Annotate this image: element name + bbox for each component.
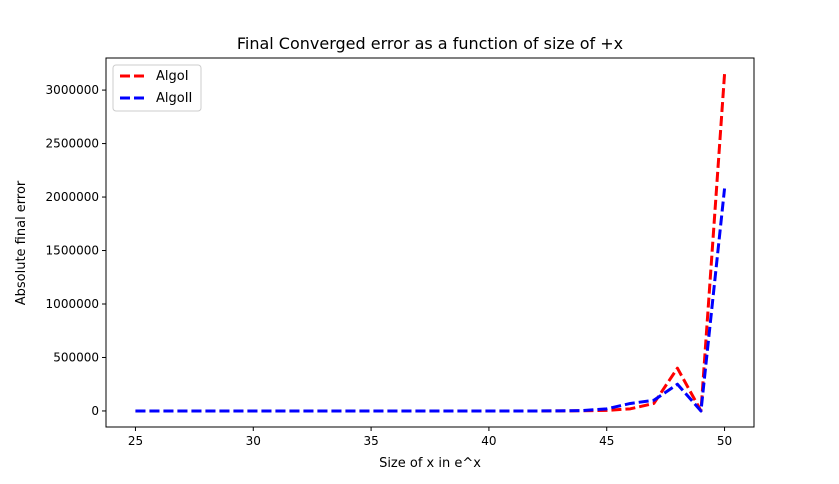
x-tick-label: 45 [599,434,614,448]
series-line-algoii [135,188,727,413]
y-tick-label: 1500000 [46,244,99,258]
y-tick-label: 1000000 [46,297,99,311]
y-tick-label: 2000000 [46,190,99,204]
chart-title: Final Converged error as a function of s… [237,34,623,53]
y-axis: 0 500000 1000000 1500000 2000000 2500000 30000… [46,83,106,418]
x-tick-label: 50 [717,434,732,448]
y-tick-label: 0 [91,404,99,418]
x-tick-label: 25 [128,434,143,448]
series-layer [135,73,727,413]
legend: AlgoI AlgoII [112,64,202,112]
x-axis: 25 30 35 40 45 50 [128,427,732,448]
plot-frame [105,57,755,428]
legend-label: AlgoI [156,69,189,84]
x-tick-label: 40 [481,434,496,448]
legend-label: AlgoII [156,91,192,106]
x-tick-label: 30 [246,434,261,448]
x-axis-label: Size of x in e^x [379,456,481,471]
y-axis-label: Absolute final error [14,180,29,305]
x-tick-label: 35 [363,434,378,448]
y-tick-label: 500000 [53,350,99,364]
y-tick-label: 3000000 [46,83,99,97]
plot-area [105,57,755,428]
y-tick-label: 2500000 [46,137,99,151]
